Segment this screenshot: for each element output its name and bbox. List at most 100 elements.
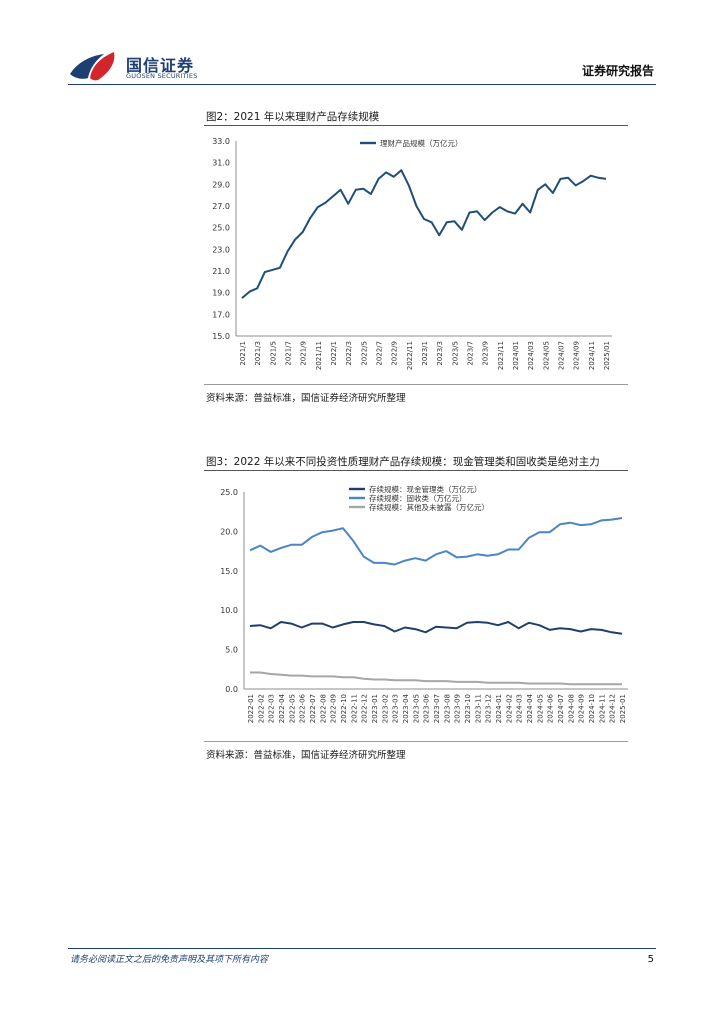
x-tick-label: 2024-04: [526, 693, 534, 723]
x-tick-label: 2024-10: [588, 694, 596, 723]
figure2-title: 图2：2021 年以来理财产品存续规模: [206, 111, 380, 123]
figure3-title: 图3：2022 年以来不同投资性质理财产品存续规模：现金管理类和固收类是绝对主力: [206, 456, 600, 468]
x-tick-label: 2021/5: [269, 341, 277, 366]
legend-label-0: 理财产品规模（万亿元）: [380, 138, 463, 148]
figure3-top-rule: [204, 470, 628, 471]
x-tick-label: 2022-05: [288, 694, 296, 723]
y-tick-label: 5.0: [225, 646, 238, 655]
page-number: 5: [647, 954, 654, 965]
page-header: 国信证券 GUOSEN SECURITIES 证券研究报告: [0, 0, 724, 90]
figure2-chart: 15.0 17.0 19.0 21.0 23.0 25.0 27.0 29.0 31.0 33.0…: [212, 137, 612, 370]
x-tick-label: 2023/3: [436, 341, 444, 366]
x-tick-label: 2023-11: [474, 694, 482, 723]
series-line-2: [250, 671, 622, 686]
y-tick-label: 0.0: [225, 685, 238, 694]
x-tick-label: 2024/11: [588, 341, 596, 370]
x-tick-label: 2024-07: [557, 694, 565, 723]
x-tick-label: 2024/07: [558, 341, 566, 370]
x-tick-label: 2023/1: [421, 341, 429, 366]
x-tick-label: 2023-05: [412, 694, 420, 723]
y-tick-label: 19.0: [212, 289, 230, 298]
x-tick-label: 2024/03: [527, 341, 535, 370]
y-tick-label: 15.0: [220, 567, 238, 576]
x-tick-label: 2023-10: [464, 694, 472, 723]
series-line-0: [241, 169, 607, 299]
x-tick-label: 2022-06: [299, 693, 307, 723]
x-tick-label: 2021/7: [285, 341, 293, 366]
y-tick-label: 27.0: [212, 202, 230, 211]
report-type-label: 证券研究报告: [581, 64, 654, 78]
x-tick-label: 2022-09: [330, 694, 338, 723]
y-tick-label: 31.0: [212, 159, 230, 168]
x-tick-label: 2022-11: [350, 694, 358, 723]
x-tick-label: 2023-08: [443, 694, 451, 723]
x-tick-label: 2021/9: [300, 341, 308, 366]
x-tick-label: 2024/09: [573, 341, 581, 370]
x-tick-label: 2021/3: [254, 341, 262, 366]
x-tick-label: 2022/7: [376, 341, 384, 366]
x-tick-label: 2024/01: [512, 341, 520, 370]
y-tick-label: 33.0: [212, 137, 230, 146]
x-tick-label: 2023/9: [482, 341, 490, 366]
x-tick-label: 2023/5: [451, 341, 459, 366]
figure2-bottom-rule: [204, 384, 628, 385]
x-tick-label: 2024-12: [609, 694, 617, 723]
y-tick-label: 21.0: [212, 267, 230, 276]
figure3-source: 资料来源：普益标准，国信证券经济研究所整理: [206, 750, 406, 761]
x-tick-label: 2023/7: [467, 341, 475, 366]
x-tick-label: 2022/9: [391, 341, 399, 366]
x-tick-label: 2023-01: [371, 694, 379, 723]
series-line-0: [249, 621, 623, 635]
x-tick-label: 2023-12: [485, 694, 493, 723]
x-tick-label: 2022/1: [330, 341, 338, 366]
logo-en-text: GUOSEN SECURITIES: [126, 72, 198, 80]
x-tick-label: 2021/11: [315, 341, 323, 370]
y-tick-label: 25.0: [212, 224, 230, 233]
x-tick-label: 2023/11: [497, 341, 505, 370]
x-tick-label: 2024-09: [578, 694, 586, 723]
x-tick-label: 2025/01: [603, 341, 611, 370]
x-tick-label: 2022-02: [257, 694, 265, 723]
x-tick-label: 2023-04: [402, 693, 410, 723]
x-tick-label: 2024-05: [536, 694, 544, 723]
x-tick-label: 2024-02: [505, 694, 513, 723]
legend-label-1: 存续规模：固收类（万亿元）: [369, 493, 467, 503]
x-tick-label: 2024/05: [542, 341, 550, 370]
x-tick-label: 2022-03: [268, 694, 276, 723]
x-tick-label: 2022/5: [360, 341, 368, 366]
x-tick-label: 2024-06: [547, 693, 555, 723]
x-tick-label: 2023-06: [423, 693, 431, 723]
legend-label-2: 存续规模：其他及未披露（万亿元）: [369, 502, 489, 512]
guosen-logo-icon: [70, 52, 115, 81]
x-tick-label: 2021/1: [239, 341, 247, 366]
x-tick-label: 2023-02: [381, 694, 389, 723]
x-tick-label: 2023-09: [454, 694, 462, 723]
x-tick-label: 2025-01: [619, 694, 627, 723]
figure2-top-rule: [204, 125, 628, 126]
x-tick-label: 2023-07: [433, 694, 441, 723]
x-tick-label: 2024-03: [516, 694, 524, 723]
legend-label-0: 存续规模：现金管理类（万亿元）: [369, 484, 482, 494]
y-tick-label: 29.0: [212, 180, 230, 189]
header-divider: [68, 84, 656, 85]
y-tick-label: 17.0: [212, 310, 230, 319]
x-tick-label: 2022-07: [309, 694, 317, 723]
y-tick-label: 15.0: [212, 332, 230, 341]
x-tick-label: 2024-01: [495, 694, 503, 723]
x-tick-label: 2022-10: [340, 694, 348, 723]
x-tick-label: 2023-03: [392, 694, 400, 723]
x-tick-label: 2022-04: [278, 693, 286, 723]
footer-disclaimer: 请务必阅读正文之后的免责声明及其项下所有内容: [70, 955, 269, 965]
figure2-source: 资料来源：普益标准，国信证券经济研究所整理: [206, 393, 406, 404]
logo-cn-text: 国信证券: [126, 56, 195, 75]
y-tick-label: 25.0: [220, 488, 238, 497]
x-tick-label: 2022/11: [406, 341, 414, 370]
footer-divider: [68, 948, 656, 949]
x-tick-label: 2022/3: [345, 341, 353, 366]
x-tick-label: 2022-01: [247, 694, 255, 723]
x-tick-label: 2022-12: [361, 694, 369, 723]
x-tick-label: 2024-11: [598, 694, 606, 723]
y-tick-label: 23.0: [212, 245, 230, 254]
series-line-1: [249, 517, 623, 566]
